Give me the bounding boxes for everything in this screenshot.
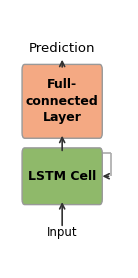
FancyBboxPatch shape xyxy=(22,64,102,138)
Text: LSTM Cell: LSTM Cell xyxy=(28,170,96,183)
Text: Input: Input xyxy=(47,226,77,239)
Text: Full-
connected
Layer: Full- connected Layer xyxy=(26,78,99,124)
FancyBboxPatch shape xyxy=(22,148,102,205)
Text: Prediction: Prediction xyxy=(29,42,95,55)
